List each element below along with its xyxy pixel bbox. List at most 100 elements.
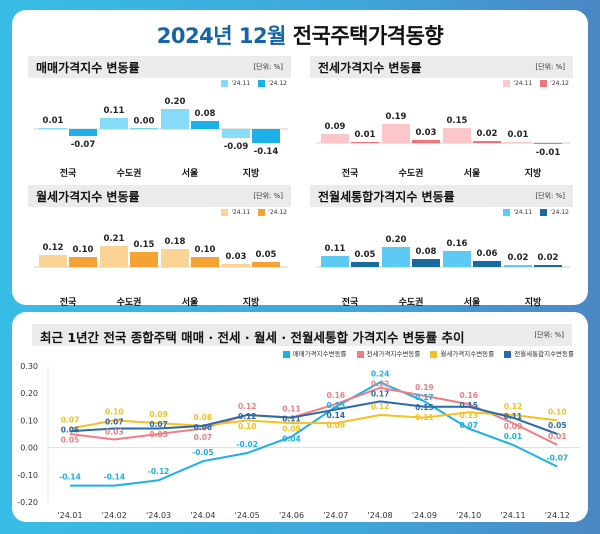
bar	[252, 262, 280, 267]
bar-plot: 0.09 0.01 전국 0.19 0.03 수도권 0.15 0.02 서울 0.01 -0.01…	[316, 112, 570, 179]
data-label: 0.05	[355, 250, 376, 260]
bar	[534, 265, 562, 267]
bar	[534, 143, 562, 144]
x-tick-label: '24.02	[102, 511, 127, 520]
point-label: 0.11	[415, 413, 434, 422]
jeonse-price-chart: 전세가격지수 변동률 [단위: %] '24.11 '24.12 0.09 0.01 전국…	[310, 56, 573, 181]
data-label: 0.15	[134, 240, 155, 250]
point-label: 0.17	[415, 393, 434, 402]
legend-item: '24.11	[503, 80, 532, 87]
bar	[443, 251, 471, 267]
point-label: 0.05	[61, 436, 80, 445]
bar-plot: 0.11 0.05 전국 0.20 0.08 수도권 0.16 0.06 서울 0.02 0.02 지…	[316, 235, 570, 308]
y-tick-label: 0.10	[20, 416, 38, 425]
x-tick-label: '24.12	[545, 511, 570, 520]
point-label: -0.02	[236, 440, 258, 449]
point-label: 0.05	[548, 421, 567, 430]
category-label: 지방	[525, 167, 542, 179]
bar	[69, 129, 97, 136]
data-label: 0.01	[355, 130, 376, 140]
data-label: 0.00	[134, 116, 155, 126]
point-label: 0.15	[459, 401, 478, 410]
y-tick-label: -0.20	[17, 498, 38, 507]
data-label: -0.01	[536, 148, 561, 158]
legend-item: '24.11	[503, 209, 532, 216]
bar	[130, 128, 158, 129]
category-label: 지방	[525, 296, 542, 308]
point-label: 0.12	[238, 402, 257, 411]
point-label: 0.09	[149, 410, 168, 419]
legend-item: '24.11	[221, 209, 250, 216]
bar	[100, 246, 128, 267]
data-label: 0.12	[43, 243, 64, 253]
bar	[100, 118, 128, 129]
bar	[382, 124, 410, 143]
point-label: 0.22	[371, 379, 390, 388]
point-label: 0.13	[459, 411, 478, 420]
chart-legend: '24.11 '24.12	[503, 209, 569, 216]
data-label: 0.16	[447, 239, 468, 249]
data-label: 0.20	[165, 97, 186, 107]
data-label: 0.09	[325, 122, 346, 132]
point-label: -0.14	[59, 473, 81, 482]
data-label: 0.08	[195, 109, 216, 119]
legend-item: '24.11	[221, 80, 250, 87]
unit-label: [단위: %]	[253, 192, 283, 200]
unit-label: [단위: %]	[535, 192, 565, 200]
trend-title: 최근 1년간 전국 종합주택 매매 · 전세 · 월세 · 전월세통합 가격지수…	[32, 324, 572, 346]
point-label: 0.10	[548, 407, 567, 416]
data-label: 0.21	[104, 234, 125, 244]
chart-legend: '24.11 '24.12	[221, 209, 287, 216]
point-label: 0.15	[415, 403, 434, 412]
page-title: 2024년 12월 전국주택가격동향	[156, 24, 444, 48]
category-label: 서울	[182, 167, 199, 179]
bar	[69, 257, 97, 267]
bar	[39, 128, 67, 129]
data-label: 0.10	[73, 245, 94, 255]
data-label: 0.08	[416, 247, 437, 257]
bar	[412, 140, 440, 143]
point-label: 0.10	[238, 422, 257, 431]
data-label: 0.02	[538, 253, 559, 263]
data-label: 0.03	[416, 128, 437, 138]
bar	[443, 128, 471, 143]
summary-panel: 2024년 12월 전국주택가격동향 매매가격지수 변동률 [단위: %] '24…	[12, 10, 588, 308]
bar	[252, 129, 280, 143]
x-tick-label: '24.01	[57, 511, 82, 520]
data-label: 0.15	[447, 116, 468, 126]
x-tick-label: '24.05	[235, 511, 260, 520]
legend-swatch	[503, 209, 511, 216]
bar	[351, 142, 379, 143]
point-label: 0.07	[149, 420, 168, 429]
x-tick-label: '24.07	[323, 511, 348, 520]
point-label: 0.16	[327, 391, 346, 400]
legend-item: 전세가격지수변동률	[356, 348, 420, 358]
point-label: 0.08	[194, 423, 213, 432]
data-label: 0.11	[104, 106, 125, 116]
data-label: 0.01	[43, 116, 64, 126]
legend-swatch	[221, 80, 229, 87]
legend-swatch	[221, 209, 229, 216]
data-label: 0.02	[477, 129, 498, 139]
bar	[321, 256, 349, 267]
category-label: 서울	[182, 296, 199, 308]
data-label: 0.11	[325, 244, 346, 254]
point-label: 0.07	[459, 421, 478, 430]
point-label: 0.16	[459, 391, 478, 400]
point-label: 0.12	[371, 402, 390, 411]
category-label: 서울	[464, 167, 481, 179]
legend-swatch	[282, 350, 290, 358]
unit-label: [단위: %]	[253, 63, 283, 71]
bar	[473, 141, 501, 143]
point-label: -0.14	[103, 473, 125, 482]
point-label: 0.08	[194, 413, 213, 422]
chart-legend: '24.11 '24.12	[221, 80, 287, 87]
data-label: 0.10	[195, 245, 216, 255]
legend-swatch	[430, 350, 438, 358]
sale-price-chart: 매매가격지수 변동률 [단위: %] '24.11 '24.12 0.01 -0.07 전…	[28, 56, 291, 181]
legend-item: '24.12	[540, 80, 569, 87]
series-line	[69, 386, 558, 446]
bar	[222, 264, 250, 267]
point-label: 0.09	[327, 421, 346, 430]
point-label: 0.10	[105, 407, 124, 416]
